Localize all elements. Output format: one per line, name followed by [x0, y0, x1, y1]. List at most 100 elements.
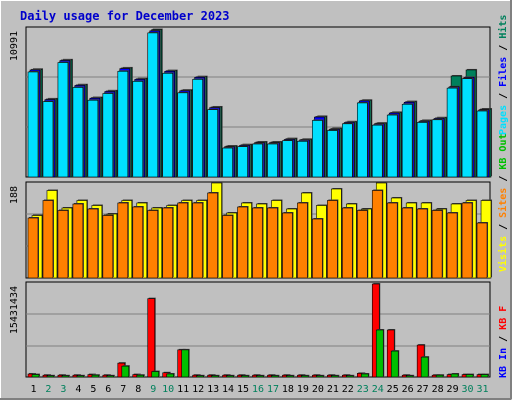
- panel-bottom: [25, 281, 491, 378]
- bar-shadow: [272, 374, 280, 376]
- bar-kb-in-day-30: [465, 374, 474, 378]
- bar-sites-day-4: [72, 203, 84, 279]
- x-tick-label-9: 9: [150, 384, 156, 395]
- bar-sites-day-28: [431, 210, 443, 279]
- bar-sites-day-10: [162, 207, 174, 279]
- legend-0: Pages / Files / Hits: [497, 15, 509, 135]
- bar-kb-in-day-7: [121, 365, 130, 378]
- y-tick-label-bottom: 15431434: [9, 286, 20, 334]
- x-tick-label-15: 15: [237, 384, 249, 395]
- x-tick-label-21: 21: [327, 384, 339, 395]
- bar-sites-day-14: [222, 215, 233, 279]
- bar-sites-day-19: [297, 202, 308, 279]
- x-tick-label-16: 16: [252, 384, 264, 395]
- bar-pages-day-24: [371, 124, 383, 178]
- legend-item-kb-in: KB In: [498, 348, 509, 378]
- bar-shadow: [332, 374, 340, 376]
- x-tick-label-30: 30: [462, 384, 474, 395]
- bar-sites-day-22: [342, 207, 353, 279]
- bar-kb-in-day-26: [405, 375, 414, 378]
- bar-sites-day-15: [237, 206, 248, 279]
- bar-pages-day-28: [431, 119, 443, 178]
- bar-kb-in-day-29: [450, 373, 459, 378]
- x-tick-label-3: 3: [60, 384, 66, 395]
- bar-pages-day-26: [401, 103, 413, 178]
- bar-kb-in-day-10: [166, 373, 175, 378]
- bar-sites-day-30: [461, 202, 473, 279]
- bar-kb-in-day-14: [226, 375, 234, 378]
- bar-pages-day-29: [446, 87, 458, 178]
- bar-sites-day-31: [476, 222, 488, 279]
- legend-separator: /: [498, 330, 509, 348]
- x-tick-label-29: 29: [447, 384, 459, 395]
- x-tick-label-24: 24: [372, 384, 384, 395]
- bar-pages-day-7: [117, 70, 129, 178]
- bar-kb-in-day-4: [76, 375, 85, 378]
- bar-pages-day-2: [42, 101, 54, 178]
- bar-pages-day-3: [57, 62, 69, 178]
- bar-sites-day-1: [27, 217, 39, 279]
- bar-shadow: [77, 374, 85, 376]
- bar-pages-day-6: [102, 93, 114, 178]
- bar-sites-day-8: [132, 206, 144, 279]
- x-tick-label-26: 26: [402, 384, 414, 395]
- x-tick-label-2: 2: [45, 384, 51, 395]
- bar-sites-day-23: [356, 210, 368, 279]
- bar-kb-in-day-17: [271, 375, 279, 378]
- bar-sites-day-17: [267, 207, 278, 279]
- bar-pages-day-15: [237, 146, 248, 178]
- x-tick-label-17: 17: [267, 384, 279, 395]
- chart-panels: 10991 188 15431434: [9, 26, 493, 378]
- bar-sites-day-25: [386, 202, 398, 279]
- legend-item-visits: Visits: [497, 236, 509, 272]
- x-tick-label-25: 25: [387, 384, 399, 395]
- bar-sites-day-20: [312, 218, 323, 279]
- bar-kb-in-day-19: [301, 375, 309, 378]
- x-tick-label-18: 18: [282, 384, 294, 395]
- legend-item-files: Files: [497, 57, 509, 87]
- bar-kb-in-day-22: [346, 375, 354, 378]
- x-tick-label-22: 22: [342, 384, 354, 395]
- x-tick-label-14: 14: [222, 384, 234, 395]
- x-tick-label-23: 23: [357, 384, 369, 395]
- bar-pages-day-13: [207, 109, 218, 178]
- legend-separator: /: [498, 218, 509, 236]
- bar-sites-day-3: [57, 210, 69, 279]
- bar-kb-in-day-1: [31, 374, 40, 378]
- legend-item-pages: Pages: [498, 105, 509, 135]
- bar-kb-in-day-3: [61, 375, 70, 378]
- bar-kb-in-day-31: [480, 374, 489, 378]
- bar-kb-in-day-6: [106, 375, 115, 378]
- bar-sites-day-9: [147, 210, 159, 279]
- bar-kb-in-day-12: [196, 375, 204, 378]
- bar-sites-day-26: [401, 207, 413, 279]
- bar-shadow: [257, 374, 265, 376]
- legend-item-kb-out: KB Out: [498, 134, 509, 170]
- bar-kb-in-day-16: [256, 375, 264, 378]
- bar-sites-day-27: [416, 208, 428, 279]
- bar-pages-day-11: [177, 92, 188, 178]
- x-tick-label-8: 8: [135, 384, 141, 395]
- bar-pages-day-16: [252, 143, 263, 178]
- bar-pages-day-19: [297, 141, 308, 178]
- bar-sites-day-18: [282, 212, 293, 279]
- bar-kb-in-day-11: [181, 349, 189, 378]
- x-tick-label-20: 20: [312, 384, 324, 395]
- bar-kb-in-day-27: [420, 356, 429, 378]
- bar-pages-day-8: [132, 81, 144, 178]
- y-tick-label-middle: 188: [9, 186, 20, 204]
- bar-sites-day-21: [327, 200, 338, 279]
- bar-pages-day-1: [27, 71, 39, 178]
- x-tick-label-1: 1: [30, 384, 36, 395]
- bar-pages-day-10: [162, 73, 174, 178]
- bar-sites-day-2: [42, 200, 54, 279]
- bar-sites-day-16: [252, 207, 263, 279]
- bar-kb-in-day-9: [151, 371, 160, 378]
- bar-pages-day-27: [416, 122, 428, 178]
- legend-item-hits: Hits: [497, 15, 509, 39]
- bar-pages-day-23: [356, 102, 368, 178]
- bar-kb-in-day-20: [316, 375, 324, 378]
